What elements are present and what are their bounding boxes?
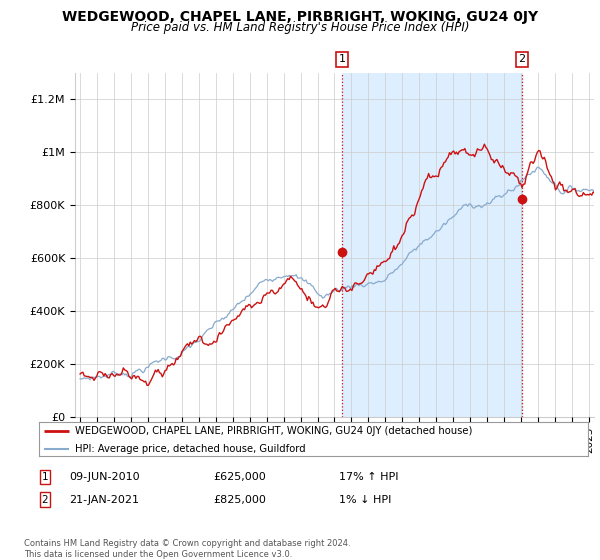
Text: £625,000: £625,000 (213, 472, 266, 482)
Text: 1: 1 (338, 54, 346, 64)
Text: 21-JAN-2021: 21-JAN-2021 (69, 494, 139, 505)
Text: Price paid vs. HM Land Registry's House Price Index (HPI): Price paid vs. HM Land Registry's House … (131, 21, 469, 34)
Text: WEDGEWOOD, CHAPEL LANE, PIRBRIGHT, WOKING, GU24 0JY (detached house): WEDGEWOOD, CHAPEL LANE, PIRBRIGHT, WOKIN… (74, 426, 472, 436)
Text: 1: 1 (41, 472, 49, 482)
Bar (342, 73, 522, 417)
Text: £825,000: £825,000 (213, 494, 266, 505)
Text: HPI: Average price, detached house, Guildford: HPI: Average price, detached house, Guil… (74, 444, 305, 454)
Text: Contains HM Land Registry data © Crown copyright and database right 2024.
This d: Contains HM Land Registry data © Crown c… (24, 539, 350, 559)
Text: 17% ↑ HPI: 17% ↑ HPI (339, 472, 398, 482)
Text: 1% ↓ HPI: 1% ↓ HPI (339, 494, 391, 505)
Text: 09-JUN-2010: 09-JUN-2010 (69, 472, 140, 482)
Text: WEDGEWOOD, CHAPEL LANE, PIRBRIGHT, WOKING, GU24 0JY: WEDGEWOOD, CHAPEL LANE, PIRBRIGHT, WOKIN… (62, 10, 538, 24)
Text: 2: 2 (41, 494, 49, 505)
Text: 2: 2 (518, 54, 526, 64)
